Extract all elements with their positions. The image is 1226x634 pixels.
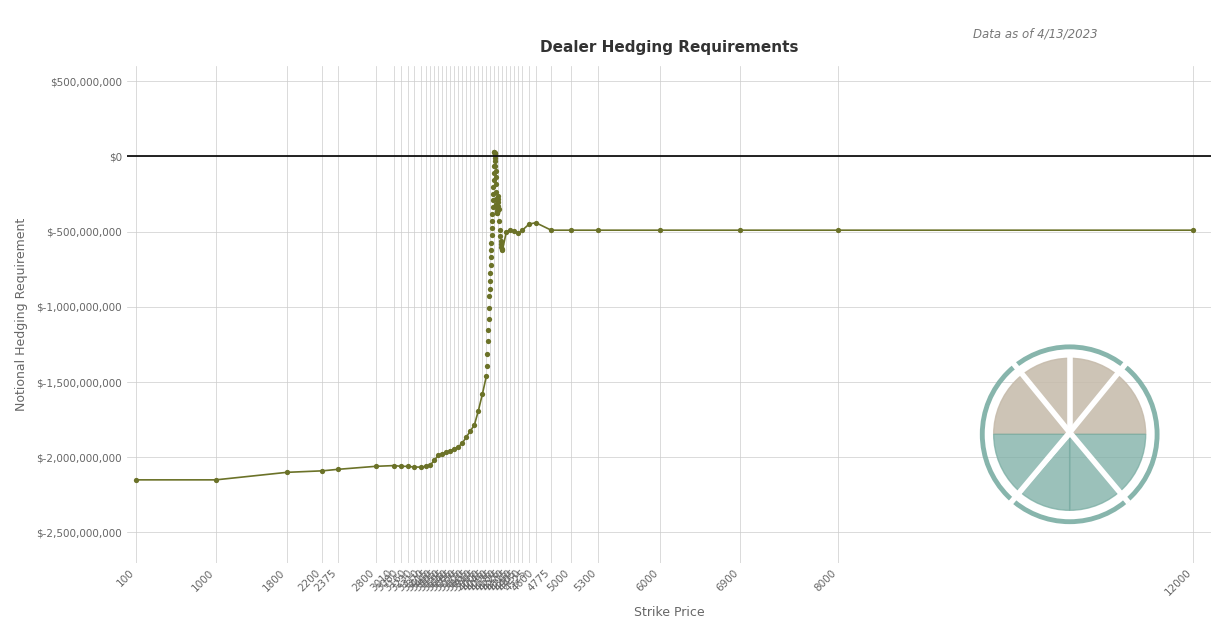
Y-axis label: Notional Hedging Requirement: Notional Hedging Requirement	[15, 218, 28, 411]
Wedge shape	[993, 434, 1069, 510]
Title: Dealer Hedging Requirements: Dealer Hedging Requirements	[539, 41, 798, 55]
X-axis label: Strike Price: Strike Price	[634, 606, 704, 619]
Wedge shape	[993, 358, 1069, 434]
Wedge shape	[1069, 434, 1145, 510]
Wedge shape	[1069, 358, 1145, 434]
Text: Data as of 4/13/2023: Data as of 4/13/2023	[972, 27, 1097, 41]
